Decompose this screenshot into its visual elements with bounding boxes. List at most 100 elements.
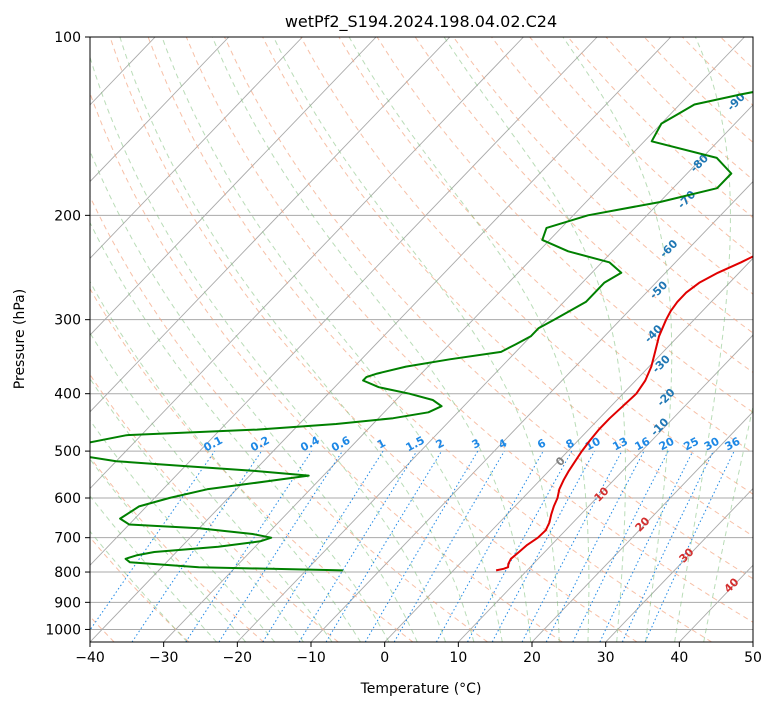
y-tick-label: 600 (54, 491, 81, 507)
moist-adiabat-line (703, 404, 753, 642)
dry-adiabat-label: -60 (657, 237, 680, 260)
dry-adiabat-line (567, 37, 753, 219)
temperature-profile-line (495, 255, 753, 572)
dry-adiabat-line (185, 37, 753, 623)
x-tick-label: −10 (296, 650, 326, 666)
moist-adiabat-line (90, 55, 447, 642)
dry-adiabat-line (681, 37, 753, 106)
mixing-ratio-line (467, 450, 573, 642)
plot-area: 0.1 0.2 0.4 0.6 1 1.5 2 3 4 6 8 10 13 16 20 25 30 36-100-… (0, 37, 775, 642)
moist-adiabat-line (161, 37, 503, 642)
moist-adiabat-line (273, 37, 560, 642)
dry-adiabat-label: -40 (642, 322, 665, 345)
mixing-ratio-label: 36 (723, 435, 743, 454)
isotherm-line (90, 37, 672, 642)
moist-adiabat-line (90, 332, 333, 642)
moist-adiabat-label: 20 (633, 514, 653, 534)
mixing-ratio-label: 6 (535, 436, 548, 451)
moist-adiabat-line (90, 149, 418, 642)
y-tick-label: 900 (54, 595, 81, 611)
dewpoint-profile-line (90, 91, 753, 572)
dry-adiabat-line (720, 37, 753, 69)
mixing-ratio-label: 25 (681, 435, 701, 454)
mixing-ratio-line (364, 450, 479, 642)
mixing-ratio-line (491, 450, 595, 642)
isotherm-line (90, 37, 230, 183)
dry-adiabat-label: -100 (748, 44, 775, 73)
isotherm-line (90, 37, 451, 413)
moist-adiabat-line (90, 458, 247, 642)
y-tick-label: 200 (54, 208, 81, 224)
mixing-ratio-line (572, 450, 669, 642)
moist-adiabat-label: 10 (592, 484, 612, 504)
mixing-ratio-line (90, 450, 216, 631)
mixing-ratio-label: 30 (702, 435, 722, 454)
isotherm-line (531, 411, 753, 642)
x-axis-label: Temperature (°C) (360, 681, 482, 697)
moist-adiabat-line (90, 419, 276, 642)
chart-title: wetPf2_S194.2024.198.04.02.C24 (285, 12, 557, 32)
mixing-ratio-label: 4 (496, 436, 509, 451)
y-axis-label: Pressure (hPa) (12, 289, 28, 389)
moist-adiabat-line (90, 377, 304, 642)
x-tick-label: −20 (223, 650, 253, 666)
mixing-ratio-label: 10 (583, 435, 603, 454)
moist-adiabat-line (443, 37, 626, 642)
mixing-ratio-line (262, 450, 384, 642)
mixing-ratio-line (298, 450, 418, 642)
dry-adiabat-line (109, 37, 638, 642)
mixing-ratio-label: 20 (657, 435, 677, 454)
isotherm-line (237, 104, 753, 642)
y-tick-label: 300 (54, 313, 81, 329)
dry-adiabat-line (90, 91, 563, 642)
x-tick-label: 50 (744, 650, 762, 666)
isotherm-line (458, 334, 753, 642)
isotherm-line (90, 37, 524, 490)
mixing-ratio-line (644, 450, 735, 642)
x-tick-label: 30 (597, 650, 615, 666)
x-tick-label: 10 (449, 650, 467, 666)
isotherm-line (90, 37, 377, 336)
isotherm-line (0, 37, 8, 642)
mixing-ratio-label: 16 (633, 435, 653, 454)
dry-adiabat-line (90, 456, 264, 642)
y-tick-label: 1000 (45, 622, 81, 638)
plot-frame (89, 36, 754, 643)
dry-adiabat-label: -50 (647, 278, 670, 301)
moist-adiabat-line (562, 37, 673, 642)
x-tick-label: −30 (149, 650, 179, 666)
moist-adiabat-line (348, 37, 590, 642)
y-tick-label: 800 (54, 565, 81, 581)
isotherm-line (752, 641, 753, 642)
dry-adiabat-line (300, 37, 753, 495)
y-tick-label: 100 (54, 30, 81, 46)
moist-adiabat-line (211, 37, 532, 642)
mixing-ratio-line (325, 450, 443, 642)
moist-adiabat-label: 40 (722, 575, 742, 595)
mixing-ratio-label: 2 (434, 436, 447, 451)
moist-adiabat-line (90, 495, 217, 642)
moist-adiabat-line (90, 530, 188, 642)
mixing-ratio-line (545, 450, 645, 642)
mixing-ratio-line (185, 450, 313, 642)
y-axis-ticks: 100 200 300 400 500 600 700 800 900 1000 (45, 30, 90, 638)
dry-adiabat-line (491, 37, 753, 295)
isotherm-line (90, 37, 303, 259)
mixing-ratio-line (435, 450, 544, 642)
series-lines (90, 91, 753, 572)
x-tick-label: −40 (75, 650, 105, 666)
dry-adiabat-line (224, 37, 753, 580)
mixing-ratio-label: 13 (610, 435, 630, 454)
dry-adiabat-line (90, 287, 414, 642)
dry-adiabat-line (452, 37, 753, 334)
x-axis-ticks: −40 −30 −20 −10 0 10 20 30 40 50 (75, 642, 762, 666)
moist-adiabat-line (90, 221, 390, 642)
y-tick-label: 400 (54, 387, 81, 403)
dry-adiabat-line (414, 37, 753, 374)
x-tick-label: 20 (523, 650, 541, 666)
dry-adiabat-line (90, 195, 488, 642)
isotherm-line (605, 487, 753, 642)
dry-adiabat-line (643, 37, 753, 144)
moist-adiabat-label: 0 (553, 454, 568, 469)
